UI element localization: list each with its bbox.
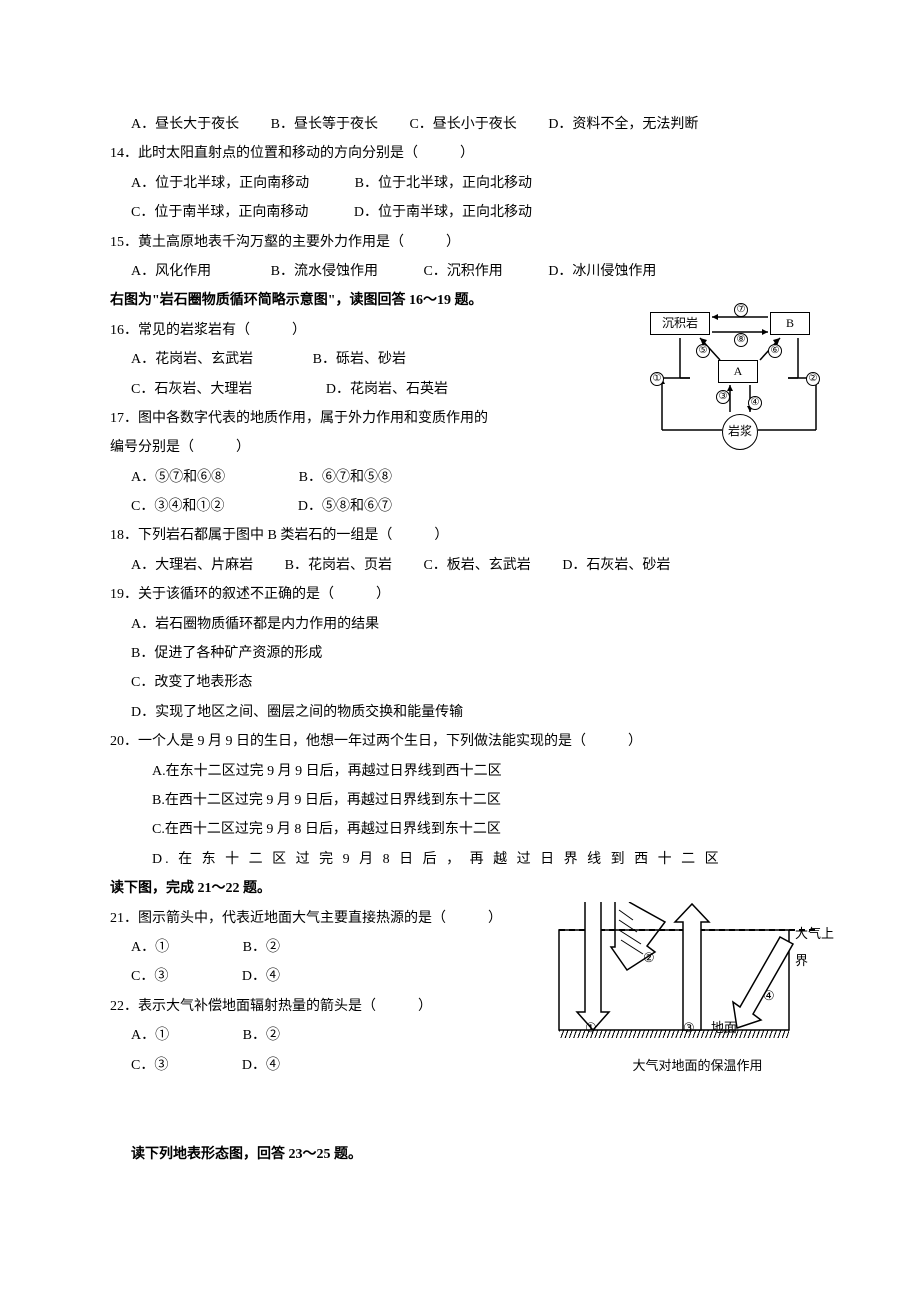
q20-stem: 20．一个人是 9 月 9 日的生日，他想一年过两个生日，下列做法能实现的是（ … — [110, 727, 810, 756]
label-4: ④ — [748, 396, 762, 410]
q14-row2: C．位于南半球，正向南移动 D．位于南半球，正向北移动 — [110, 198, 810, 227]
q21-a: A．① — [131, 940, 169, 955]
spacer — [110, 1080, 810, 1140]
q17-d: D．⑤⑧和⑥⑦ — [298, 499, 392, 514]
q22-a: A．① — [131, 1028, 169, 1043]
q14-stem: 14．此时太阳直射点的位置和移动的方向分别是（ ） — [110, 139, 810, 168]
label-2: ② — [806, 372, 820, 386]
q13-c: C．昼长小于夜长 — [409, 117, 516, 132]
q22-b: B．② — [243, 1028, 280, 1043]
q18-b: B．花岗岩、页岩 — [285, 558, 392, 573]
label-6: ⑥ — [768, 344, 782, 358]
q16-a: A．花岗岩、玄武岩 — [131, 352, 253, 367]
q22-d: D．④ — [242, 1058, 280, 1073]
atmos-n4: ④ — [763, 982, 775, 1009]
atmos-n2: ② — [643, 944, 655, 971]
q15-a: A．风化作用 — [131, 264, 211, 279]
q21-c: C．③ — [131, 969, 168, 984]
q18-c: C．板岩、玄武岩 — [423, 558, 530, 573]
q19-c: C．改变了地表形态 — [110, 668, 810, 697]
sediment-box: 沉积岩 — [650, 312, 710, 335]
q19-stem: 19．关于该循环的叙述不正确的是（ ） — [110, 580, 810, 609]
atmos-caption: 大气对地面的保温作用 — [555, 1052, 840, 1079]
q14-d: D．位于南半球，正向北移动 — [354, 205, 532, 220]
q15-b: B．流水侵蚀作用 — [271, 264, 378, 279]
a-box: A — [718, 360, 758, 383]
page-content: A．昼长大于夜长 B．昼长等于夜长 C．昼长小于夜长 D．资料不全，无法判断 1… — [110, 110, 810, 1169]
q21-b: B．② — [243, 940, 280, 955]
atmosphere-diagram: 大气上界 地面 ① ② ③ ④ 大气对地面的保温作用 — [555, 902, 840, 1072]
ground-label: 地面 — [711, 1014, 737, 1041]
instruction-23-25: 读下列地表形态图，回答 23～25 题。 — [110, 1140, 810, 1169]
q19-b: B．促进了各种矿产资源的形成 — [110, 639, 810, 668]
q15-stem: 15．黄土高原地表千沟万壑的主要外力作用是（ ） — [110, 228, 810, 257]
q13-a: A．昼长大于夜长 — [131, 117, 239, 132]
q20-c: C.在西十二区过完 9 月 8 日后，再越过日界线到东十二区 — [110, 815, 810, 844]
label-1: ① — [650, 372, 664, 386]
magma-circle: 岩浆 — [722, 414, 758, 450]
atmos-n1: ① — [585, 1014, 597, 1041]
q17-b: B．⑥⑦和⑤⑧ — [299, 470, 392, 485]
q18-d: D．石灰岩、砂岩 — [562, 558, 670, 573]
q13-b: B．昼长等于夜长 — [271, 117, 378, 132]
q19-d: D．实现了地区之间、圈层之间的物质交换和能量传输 — [110, 698, 810, 727]
q22-c: C．③ — [131, 1058, 168, 1073]
q20-a: A.在东十二区过完 9 月 9 日后，再越过日界线到西十二区 — [110, 757, 810, 786]
q17-a: A．⑤⑦和⑥⑧ — [131, 470, 225, 485]
q16-d: D．花岗岩、石英岩 — [326, 382, 448, 397]
q17-c: C．③④和①② — [131, 499, 224, 514]
q13-d: D．资料不全，无法判断 — [548, 117, 698, 132]
atmos-n3: ③ — [683, 1014, 695, 1041]
q15-d: D．冰川侵蚀作用 — [548, 264, 656, 279]
label-3: ③ — [716, 390, 730, 404]
b-box: B — [770, 312, 810, 335]
label-5: ⑤ — [696, 344, 710, 358]
q14-c: C．位于南半球，正向南移动 — [131, 205, 308, 220]
instruction-21-22: 读下图，完成 21～22 题。 — [110, 874, 810, 903]
q14-a: A．位于北半球，正向南移动 — [131, 176, 309, 191]
q16-c: C．石灰岩、大理岩 — [131, 382, 252, 397]
label-7: ⑦ — [734, 303, 748, 317]
q14-row1: A．位于北半球，正向南移动 B．位于北半球，正向北移动 — [110, 169, 810, 198]
q15-opts: A．风化作用 B．流水侵蚀作用 C．沉积作用 D．冰川侵蚀作用 — [110, 257, 810, 286]
q21-d: D．④ — [242, 969, 280, 984]
atmos-top-label: 大气上界 — [795, 920, 840, 975]
q14-b: B．位于北半球，正向北移动 — [355, 176, 532, 191]
q20-b: B.在西十二区过完 9 月 9 日后，再越过日界线到东十二区 — [110, 786, 810, 815]
q13-options: A．昼长大于夜长 B．昼长等于夜长 C．昼长小于夜长 D．资料不全，无法判断 — [110, 110, 810, 139]
label-8: ⑧ — [734, 333, 748, 347]
q18-opts: A．大理岩、片麻岩 B．花岗岩、页岩 C．板岩、玄武岩 D．石灰岩、砂岩 — [110, 551, 810, 580]
q17-row2: C．③④和①② D．⑤⑧和⑥⑦ — [110, 492, 810, 521]
rock-cycle-diagram: 沉积岩 B A 岩浆 ⑦ ⑧ ⑤ ⑥ ① ② ③ ④ — [640, 300, 830, 460]
q16-b: B．砾岩、砂岩 — [313, 352, 406, 367]
q15-c: C．沉积作用 — [423, 264, 502, 279]
q17-row1: A．⑤⑦和⑥⑧ B．⑥⑦和⑤⑧ — [110, 463, 810, 492]
q18-a: A．大理岩、片麻岩 — [131, 558, 253, 573]
q19-a: A．岩石圈物质循环都是内力作用的结果 — [110, 610, 810, 639]
q18-stem: 18．下列岩石都属于图中 B 类岩石的一组是（ ） — [110, 521, 810, 550]
q20-d: D. 在 东 十 二 区 过 完 9 月 8 日 后 ， 再 越 过 日 界 线… — [110, 845, 810, 874]
